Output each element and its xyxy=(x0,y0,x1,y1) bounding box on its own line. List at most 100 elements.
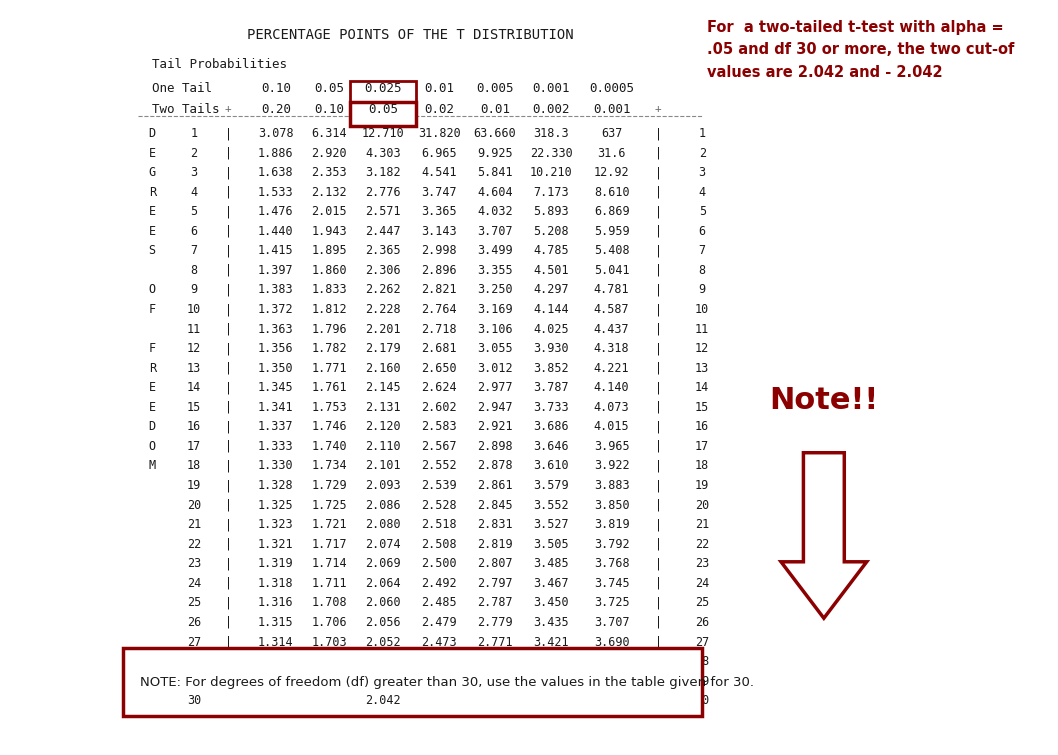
Text: 1.345: 1.345 xyxy=(258,381,294,394)
Text: |: | xyxy=(655,401,662,414)
Text: 1.476: 1.476 xyxy=(258,205,294,218)
Text: 0.05: 0.05 xyxy=(368,103,398,116)
Text: 7: 7 xyxy=(698,245,706,257)
Text: |: | xyxy=(655,498,662,512)
FancyBboxPatch shape xyxy=(350,81,416,105)
Text: 2.571: 2.571 xyxy=(365,205,401,218)
Text: |: | xyxy=(655,127,662,140)
Text: 2.920: 2.920 xyxy=(312,146,347,159)
Text: 29: 29 xyxy=(187,675,201,688)
Text: 10.210: 10.210 xyxy=(530,166,572,179)
Text: 1.415: 1.415 xyxy=(258,245,294,257)
Text: 2: 2 xyxy=(698,146,706,159)
Text: 4.140: 4.140 xyxy=(594,381,630,394)
Text: 2.552: 2.552 xyxy=(421,460,457,473)
Text: 4.015: 4.015 xyxy=(594,421,630,433)
Text: 3.819: 3.819 xyxy=(594,518,630,532)
Text: |: | xyxy=(224,245,232,257)
Text: 1.350: 1.350 xyxy=(258,362,294,374)
Text: 1.318: 1.318 xyxy=(258,577,294,590)
Text: 2.042: 2.042 xyxy=(365,694,401,707)
Text: 1.313: 1.313 xyxy=(258,655,294,668)
Text: 1.706: 1.706 xyxy=(312,616,347,629)
Text: 15: 15 xyxy=(695,401,709,414)
Text: 28: 28 xyxy=(187,655,201,668)
Text: 2.131: 2.131 xyxy=(365,401,401,414)
Text: 2.467: 2.467 xyxy=(421,655,457,668)
Text: 3: 3 xyxy=(190,166,198,179)
Text: 2.069: 2.069 xyxy=(365,557,401,570)
Text: 3.143: 3.143 xyxy=(421,225,457,238)
Text: 17: 17 xyxy=(695,440,709,453)
Text: 1.310: 1.310 xyxy=(258,694,294,707)
Text: |: | xyxy=(655,557,662,570)
Text: 2.457: 2.457 xyxy=(421,694,457,707)
Text: 2.821: 2.821 xyxy=(421,283,457,297)
Text: |: | xyxy=(224,186,232,199)
Text: 4.785: 4.785 xyxy=(533,245,569,257)
Text: 5.408: 5.408 xyxy=(594,245,630,257)
Text: 22: 22 xyxy=(187,538,201,550)
Text: F: F xyxy=(149,342,156,355)
Text: |: | xyxy=(224,225,232,238)
Text: |: | xyxy=(224,636,232,649)
Text: 2.179: 2.179 xyxy=(365,342,401,355)
Text: 4.303: 4.303 xyxy=(365,146,401,159)
Text: 2.718: 2.718 xyxy=(421,322,457,335)
Text: 5.893: 5.893 xyxy=(533,205,569,218)
Text: 0.05: 0.05 xyxy=(368,103,398,116)
Text: E: E xyxy=(149,205,156,218)
Text: 5.041: 5.041 xyxy=(594,264,630,277)
Text: 4.221: 4.221 xyxy=(594,362,630,374)
Text: |: | xyxy=(224,205,232,218)
Text: |: | xyxy=(224,557,232,570)
Text: 4: 4 xyxy=(698,186,706,199)
Text: 2.120: 2.120 xyxy=(365,421,401,433)
Text: 0.025: 0.025 xyxy=(364,82,402,95)
Text: 3.485: 3.485 xyxy=(533,557,569,570)
Text: 2.462: 2.462 xyxy=(421,675,457,688)
Text: D: D xyxy=(149,421,156,433)
Text: 22.330: 22.330 xyxy=(530,146,572,159)
Text: |: | xyxy=(655,538,662,550)
Text: 20: 20 xyxy=(187,498,201,512)
Text: 2.086: 2.086 xyxy=(365,498,401,512)
Text: 1.717: 1.717 xyxy=(312,538,347,550)
Text: 2.776: 2.776 xyxy=(365,186,401,199)
Text: One Tail: One Tail xyxy=(152,82,213,95)
Text: 5.959: 5.959 xyxy=(594,225,630,238)
Text: 2.787: 2.787 xyxy=(477,596,513,609)
Text: 2.861: 2.861 xyxy=(477,479,513,492)
Text: |: | xyxy=(655,421,662,433)
Text: 2.306: 2.306 xyxy=(365,264,401,277)
Text: 27: 27 xyxy=(187,636,201,649)
Text: 3.527: 3.527 xyxy=(533,518,569,532)
Text: 1: 1 xyxy=(698,127,706,140)
Text: 24: 24 xyxy=(187,577,201,590)
Text: D: D xyxy=(149,127,156,140)
Text: 1.725: 1.725 xyxy=(312,498,347,512)
Text: 3.499: 3.499 xyxy=(477,245,513,257)
Text: 9: 9 xyxy=(698,283,706,297)
Text: 25: 25 xyxy=(187,596,201,609)
Text: |: | xyxy=(655,225,662,238)
Text: |: | xyxy=(655,362,662,374)
Text: 1.701: 1.701 xyxy=(312,655,347,668)
Text: |: | xyxy=(224,577,232,590)
FancyBboxPatch shape xyxy=(350,102,416,126)
Text: 28: 28 xyxy=(695,655,709,668)
Text: 3.467: 3.467 xyxy=(533,577,569,590)
Text: |: | xyxy=(655,636,662,649)
Text: |: | xyxy=(655,186,662,199)
Text: 12: 12 xyxy=(695,342,709,355)
Text: |: | xyxy=(224,675,232,688)
Text: 1.533: 1.533 xyxy=(258,186,294,199)
Text: 4.781: 4.781 xyxy=(594,283,630,297)
Text: 5.208: 5.208 xyxy=(533,225,569,238)
Text: 19: 19 xyxy=(695,479,709,492)
Text: 3.883: 3.883 xyxy=(594,479,630,492)
Text: 3.930: 3.930 xyxy=(533,342,569,355)
Text: 1.812: 1.812 xyxy=(312,303,347,316)
Text: 2.473: 2.473 xyxy=(421,636,457,649)
Text: 1.703: 1.703 xyxy=(312,636,347,649)
